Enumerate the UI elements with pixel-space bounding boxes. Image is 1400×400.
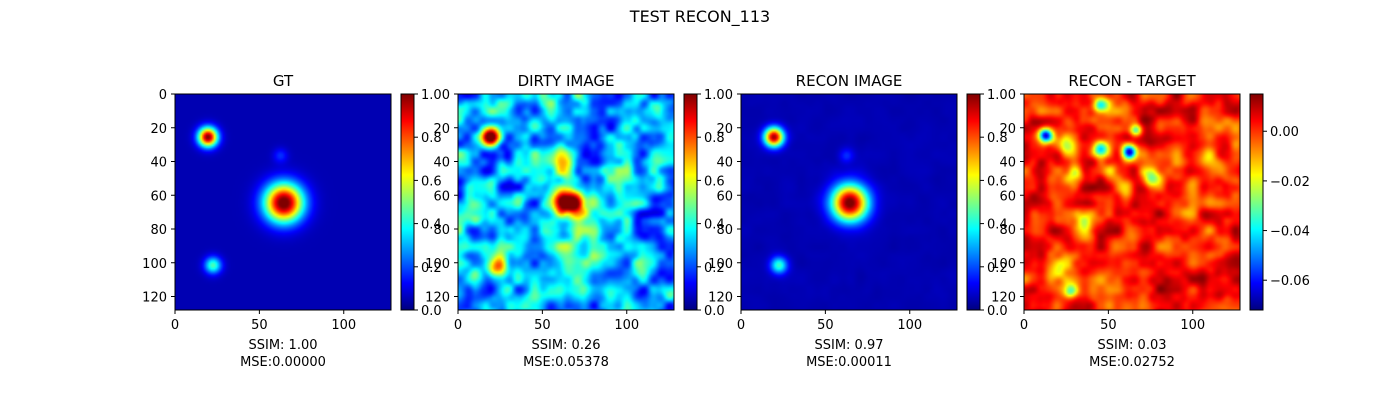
x-tick-label: 50 — [1100, 318, 1117, 333]
ssim-label: SSIM: 0.26 — [531, 338, 600, 353]
panel-3: RECON IMAGE 0 50 100 0 20 40 60 80 100 120 0.0 0.2 0.… — [708, 72, 1008, 370]
y-tick-label: 120 — [708, 291, 733, 306]
mse-label: MSE:0.00011 — [806, 355, 892, 370]
panel-4: RECON - TARGET 0 50 100 0 20 40 60 80 100 120 0.00 −… — [991, 72, 1310, 370]
y-tick-label: 60 — [999, 189, 1016, 204]
y-tick-label: 120 — [425, 291, 450, 306]
y-tick-label: 40 — [999, 156, 1016, 171]
y-tick-label: 100 — [708, 257, 733, 272]
y-tick-label: 80 — [716, 223, 733, 238]
colorbar — [683, 93, 698, 311]
heatmap-image — [458, 94, 674, 310]
y-tick-label: 60 — [716, 189, 733, 204]
colorbar-tick-label: 0.6 — [987, 174, 1008, 189]
x-tick-label: 100 — [1180, 318, 1205, 333]
y-tick-label: 40 — [716, 156, 733, 171]
colorbar-tick-label: 0.4 — [987, 218, 1008, 233]
y-tick-label: 20 — [999, 122, 1016, 137]
x-tick-label: 0 — [171, 318, 179, 333]
x-tick-label: 50 — [534, 318, 551, 333]
y-tick-label: 80 — [999, 223, 1016, 238]
ssim-label: SSIM: 0.03 — [1097, 338, 1166, 353]
colorbar-tick-label: 1.0 — [987, 88, 1008, 103]
colorbar — [966, 93, 981, 311]
x-tick-label: 0 — [1020, 318, 1028, 333]
y-tick-label: 80 — [150, 223, 167, 238]
panel-1: GT 0 50 100 0 20 40 60 80 100 120 0.0 0.2 0.4 0.6 0.8 1.… — [142, 72, 442, 370]
colorbar-tick-label: 0.4 — [421, 218, 442, 233]
colorbar-tick-label: 0.4 — [704, 218, 725, 233]
colorbar-tick-label: 0.8 — [704, 131, 725, 146]
mse-label: MSE:0.05378 — [523, 355, 609, 370]
ssim-label: SSIM: 0.97 — [814, 338, 883, 353]
y-tick-label: 120 — [991, 291, 1016, 306]
colorbar-tick-label: 0.0 — [421, 304, 442, 319]
colorbar-tick-label: 0.00 — [1270, 125, 1299, 140]
heatmap-image — [175, 94, 391, 310]
y-tick-label: 60 — [433, 189, 450, 204]
figure-suptitle: TEST RECON_113 — [629, 7, 770, 27]
y-tick-label: 0 — [725, 88, 733, 103]
ssim-label: SSIM: 1.00 — [248, 338, 317, 353]
y-tick-label: 0 — [442, 88, 450, 103]
colorbar-tick-label: −0.06 — [1270, 274, 1310, 289]
y-tick-label: 100 — [425, 257, 450, 272]
y-tick-label: 20 — [150, 122, 167, 137]
y-tick-label: 40 — [150, 156, 167, 171]
y-tick-label: 100 — [991, 257, 1016, 272]
colorbar-tick-label: 0.0 — [704, 304, 725, 319]
y-tick-label: 0 — [1008, 88, 1016, 103]
panel-title: GT — [273, 72, 294, 90]
y-tick-label: 100 — [142, 257, 167, 272]
heatmap-image — [741, 94, 957, 310]
panel-2: DIRTY IMAGE 0 50 100 0 20 40 60 80 100 120 0.0 0.2 0.… — [425, 72, 725, 370]
panel-title: RECON IMAGE — [796, 72, 903, 90]
colorbar-tick-label: 0.2 — [987, 261, 1008, 276]
colorbar-tick-label: 0.2 — [704, 261, 725, 276]
colorbar-tick-label: 0.2 — [421, 261, 442, 276]
x-tick-label: 50 — [251, 318, 268, 333]
colorbar — [400, 93, 415, 311]
colorbar-tick-label: 0.6 — [704, 174, 725, 189]
axes-frame — [457, 93, 675, 311]
x-tick-label: 0 — [737, 318, 745, 333]
colorbar — [1249, 93, 1264, 311]
y-tick-label: 20 — [716, 122, 733, 137]
x-tick-label: 100 — [897, 318, 922, 333]
colorbar-tick-label: −0.04 — [1270, 225, 1310, 240]
y-tick-label: 0 — [159, 88, 167, 103]
mse-label: MSE:0.00000 — [240, 355, 326, 370]
y-tick-label: 120 — [142, 291, 167, 306]
x-tick-label: 100 — [614, 318, 639, 333]
panels: GT0 50 1000204060801001200.00.20.40.60.81.… — [142, 72, 1310, 370]
colorbar-tick-label: 1.0 — [421, 88, 442, 103]
y-tick-label: 20 — [433, 122, 450, 137]
colorbar-tick-label: 0.6 — [421, 174, 442, 189]
colorbar-tick-label: 1.0 — [704, 88, 725, 103]
axes-frame — [174, 93, 392, 311]
colorbar-tick-label: 0.8 — [421, 131, 442, 146]
colorbar-tick-label: −0.02 — [1270, 175, 1310, 190]
x-tick-label: 100 — [331, 318, 356, 333]
y-tick-label: 60 — [150, 189, 167, 204]
y-tick-label: 80 — [433, 223, 450, 238]
mse-label: MSE:0.02752 — [1089, 355, 1175, 370]
colorbar-tick-label: 0.0 — [987, 304, 1008, 319]
x-tick-label: 50 — [817, 318, 834, 333]
panel-title: DIRTY IMAGE — [518, 72, 615, 90]
panel-title: RECON - TARGET — [1068, 72, 1196, 90]
x-tick-label: 0 — [454, 318, 462, 333]
axes-frame — [740, 93, 958, 311]
heatmap-image — [1024, 94, 1240, 310]
colorbar-tick-label: 0.8 — [987, 131, 1008, 146]
axes-frame — [1023, 93, 1241, 311]
y-tick-label: 40 — [433, 156, 450, 171]
